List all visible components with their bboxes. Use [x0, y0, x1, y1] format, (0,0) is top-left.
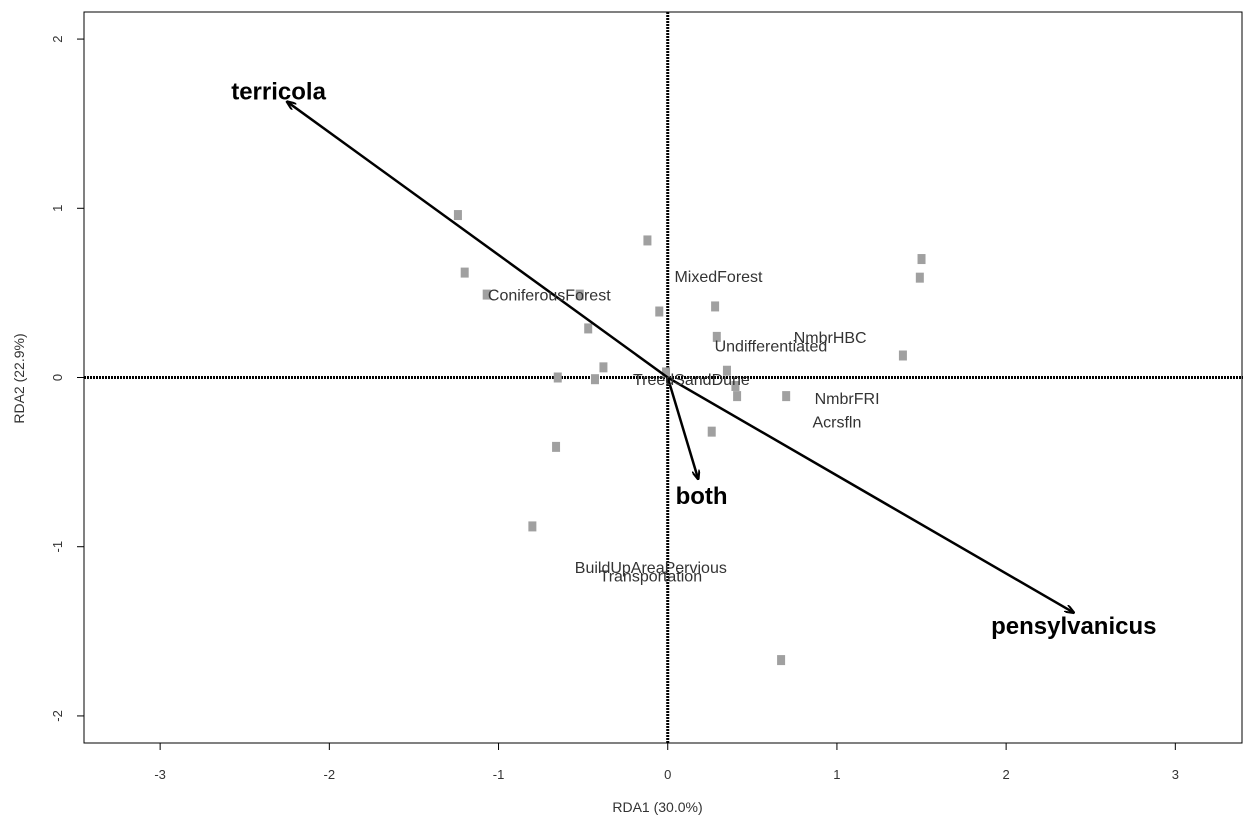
environment-labels: MixedForest ConiferousForest NmbrHBCUndiff…	[488, 269, 880, 586]
site-point	[915, 272, 924, 283]
env-label: Undifferentiated	[715, 338, 828, 355]
reference-lines	[84, 12, 1243, 743]
env-label: MixedForest	[674, 269, 763, 286]
site-point	[643, 235, 652, 246]
env-label: NmbrHBC	[794, 330, 867, 347]
y-tick-label: 1	[50, 205, 65, 212]
site-point	[553, 372, 562, 383]
site-point	[712, 331, 721, 342]
site-point	[898, 350, 907, 361]
site-point	[917, 254, 926, 265]
site-point	[711, 301, 720, 312]
site-point	[722, 365, 731, 376]
site-point	[590, 374, 599, 385]
site-point	[552, 441, 561, 452]
site-point	[655, 306, 664, 317]
species-label-pensylvanicus: pensylvanicus	[991, 613, 1156, 640]
x-tick-label: -2	[324, 767, 336, 782]
species-label-terricola: terricola	[231, 79, 326, 106]
site-point	[575, 289, 584, 300]
site-point	[482, 289, 491, 300]
species-arrow-terricola	[287, 102, 669, 379]
site-point	[733, 391, 742, 402]
site-point	[707, 426, 716, 437]
y-axis: -2 -1 0 1 2	[50, 35, 84, 722]
x-tick-label: 1	[833, 767, 840, 782]
x-tick-label: -1	[493, 767, 505, 782]
x-axis-title: RDA1 (30.0%)	[612, 799, 702, 815]
species-arrow-both	[666, 377, 698, 480]
y-axis-title: RDA2 (22.9%)	[11, 333, 27, 423]
x-tick-label: 3	[1172, 767, 1179, 782]
site-point	[599, 362, 608, 373]
env-label: NmbrFRI	[815, 391, 880, 408]
env-label: TreedSandDune	[633, 372, 750, 389]
site-point	[782, 391, 791, 402]
species-arrows	[287, 102, 1074, 613]
y-tick-label: 2	[50, 35, 65, 42]
site-point	[777, 655, 786, 666]
site-point	[528, 521, 537, 532]
x-tick-label: 2	[1003, 767, 1010, 782]
env-label: Acrsfln	[812, 414, 861, 431]
site-point	[662, 367, 671, 378]
site-point	[460, 267, 469, 278]
y-tick-label: 0	[50, 374, 65, 381]
x-axis: -3 -2 -1 0 1 2 3	[154, 743, 1179, 782]
x-tick-label: -3	[154, 767, 166, 782]
env-label: ConiferousForest	[488, 288, 611, 305]
env-label: BuildUpAreaPervious	[575, 560, 727, 577]
y-tick-label: -2	[50, 710, 65, 722]
x-tick-label: 0	[664, 767, 671, 782]
site-point	[584, 323, 593, 334]
species-labels: terricola both pensylvanicus	[231, 79, 1156, 641]
y-tick-label: -1	[50, 541, 65, 553]
site-point	[731, 380, 740, 391]
site-point	[453, 210, 462, 221]
site-points	[453, 210, 926, 666]
env-label: Transportation	[600, 568, 703, 585]
species-arrow-pensylvanicus	[667, 376, 1074, 613]
species-label-both: both	[676, 483, 728, 510]
